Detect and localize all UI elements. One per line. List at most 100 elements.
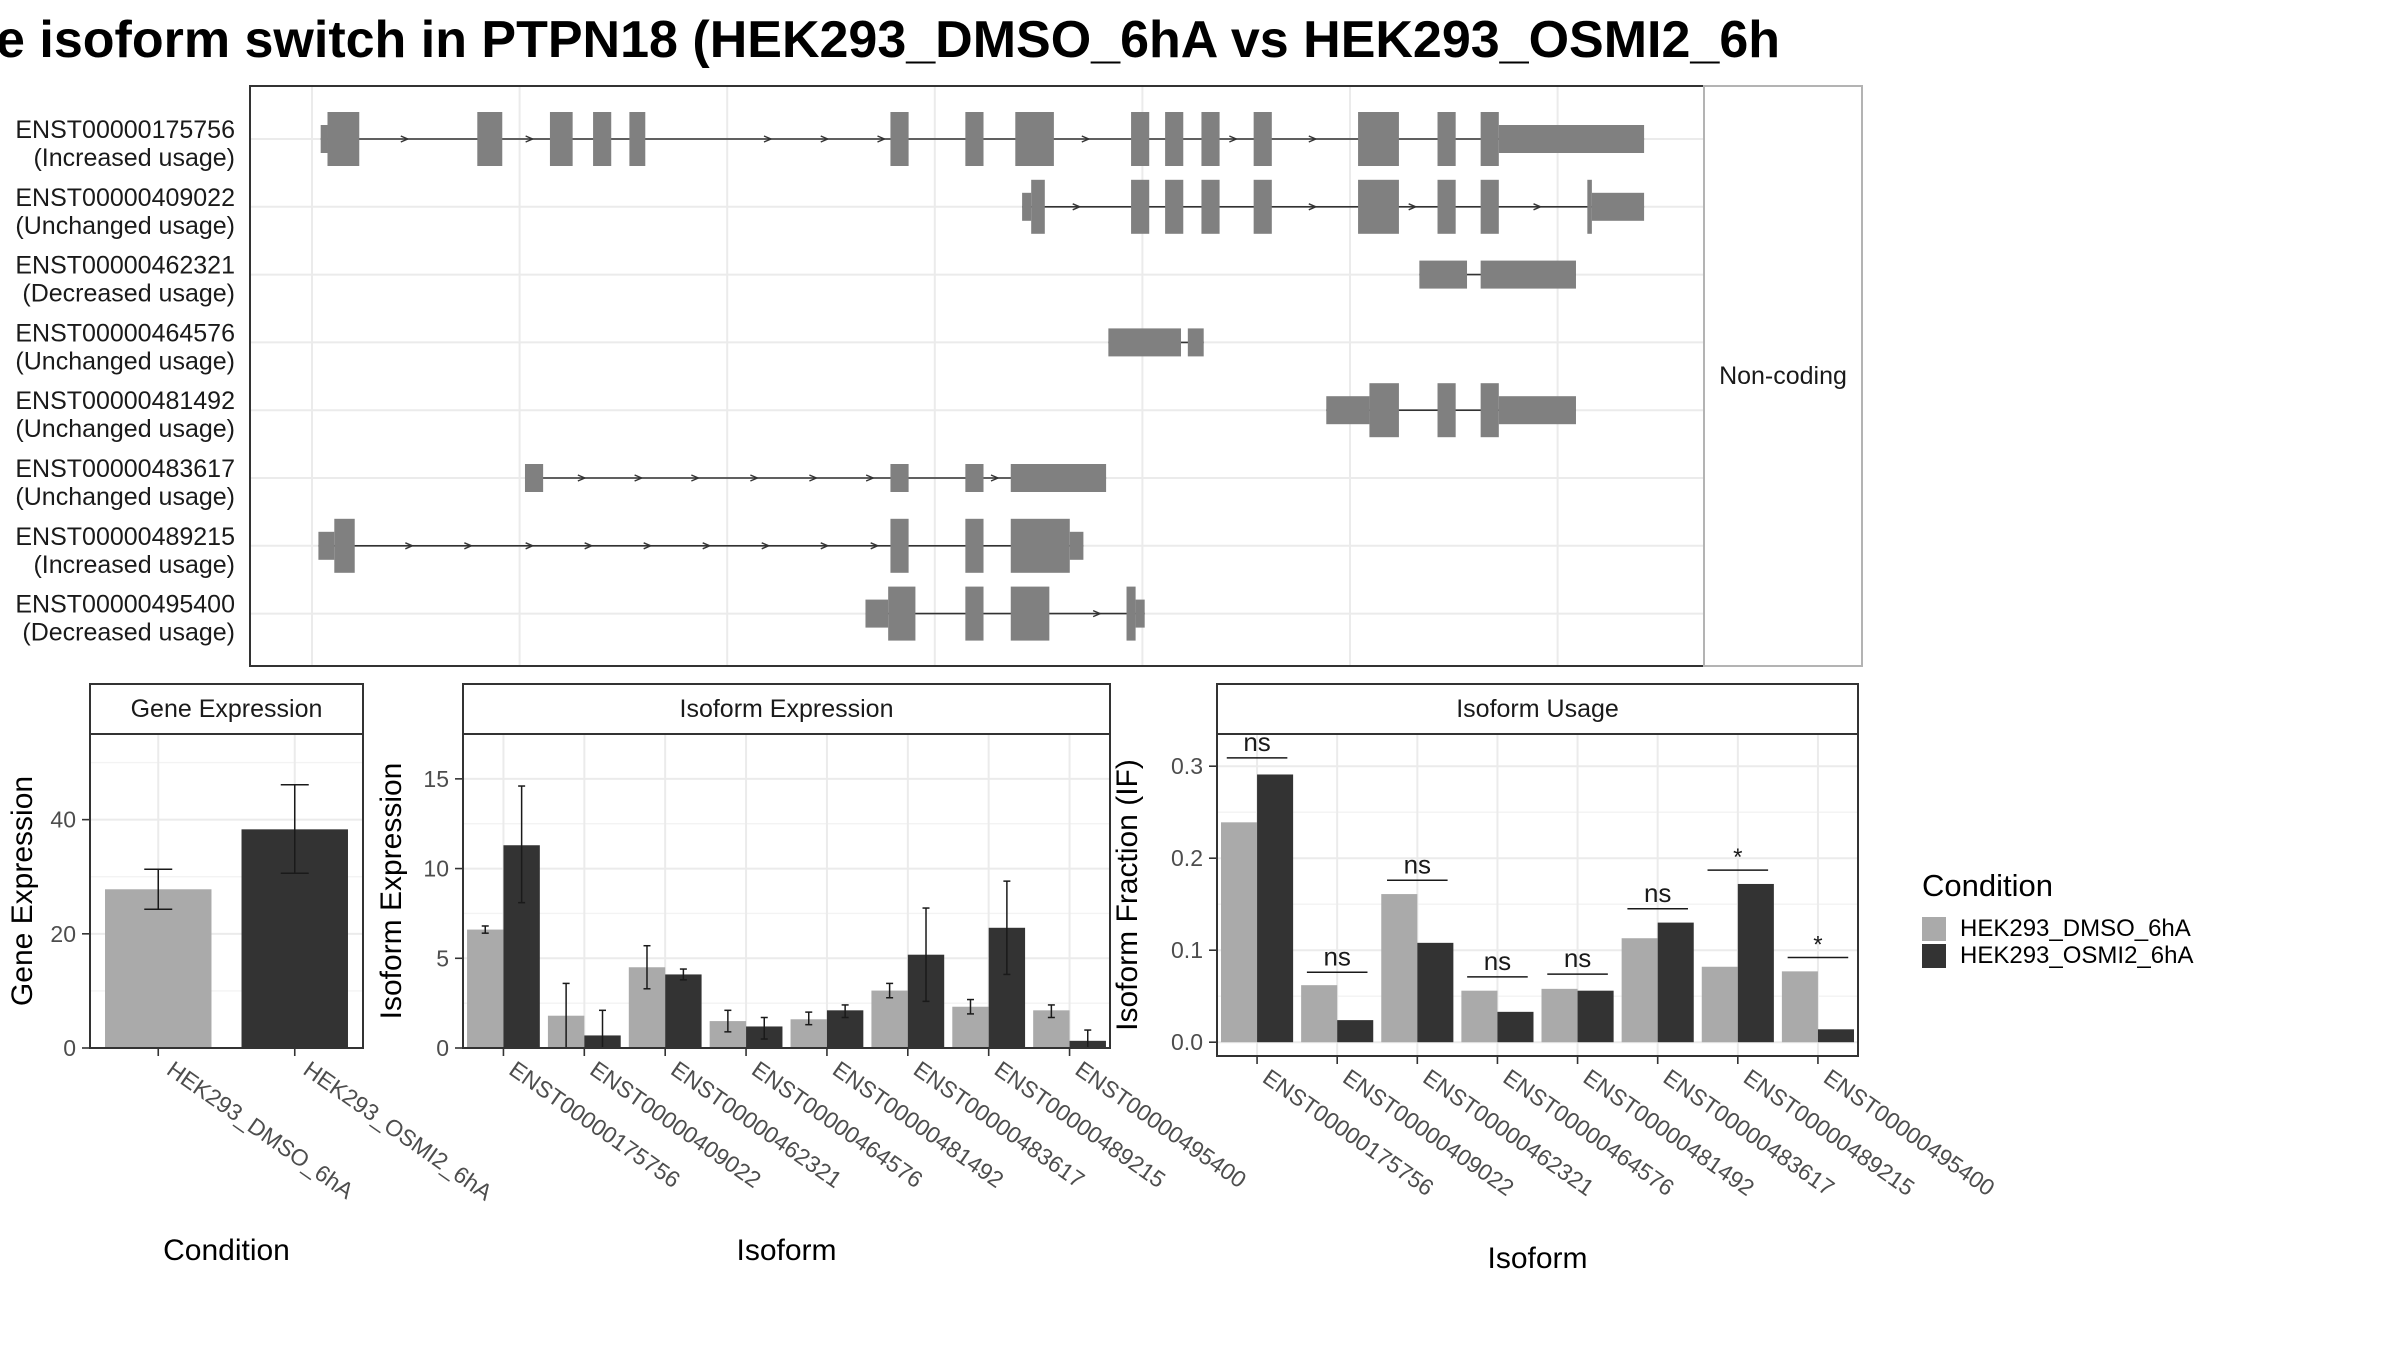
intron-arrow — [634, 474, 644, 482]
coding-exon — [965, 112, 984, 166]
y-tick-label: 0.0 — [1171, 1029, 1203, 1055]
coding-exon — [629, 112, 646, 166]
transcript-id-label: ENST00000495400 — [15, 591, 235, 619]
noncoding-exon — [1069, 531, 1084, 560]
transcript-usage-label: (Decreased usage) — [22, 619, 235, 647]
noncoding-exon — [1135, 599, 1145, 628]
y-tick-label: 10 — [423, 856, 449, 882]
noncoding-exon — [1010, 464, 1107, 492]
noncoding-exon — [1419, 260, 1468, 289]
noncoding-exon — [965, 464, 984, 492]
noncoding-exon — [865, 599, 889, 628]
noncoding-exon — [1480, 260, 1576, 289]
intron-arrow — [691, 474, 701, 482]
y-tick-label: 0.2 — [1171, 845, 1203, 871]
bar-ENST00000483617-HEK293_DMSO_6hA — [871, 990, 908, 1048]
intron-arrow — [877, 135, 887, 143]
bar-HEK293_DMSO_6hA-HEK293_DMSO_6hA — [105, 889, 212, 1048]
transcript-row-ENST00000481492: ENST00000481492(Unchanged usage) — [15, 383, 1576, 443]
noncoding-exon — [318, 531, 335, 560]
legend-swatch-HEK293_DMSO_6hA — [1922, 917, 1946, 941]
coding-exon — [1165, 112, 1184, 166]
panel-title: Isoform Expression — [680, 695, 894, 723]
bar-ENST00000489215-HEK293_OSMI2_6hA — [1737, 883, 1774, 1043]
intron-arrow — [1533, 203, 1543, 211]
coding-exon — [1126, 586, 1136, 641]
figure-title: e isoform switch in PTPN18 (HEK293_DMSO_… — [0, 11, 1780, 69]
legend-title: Condition — [1922, 868, 2053, 903]
intron-arrow — [1081, 135, 1091, 143]
facet-label-noncoding: Non-coding — [1719, 362, 1847, 390]
intron-arrow — [820, 542, 830, 550]
significance-label: ns — [1243, 727, 1270, 757]
coding-exon — [1201, 112, 1220, 166]
transcript-usage-label: (Unchanged usage) — [15, 212, 235, 240]
bar-ENST00000481492-HEK293_DMSO_6hA — [1541, 988, 1578, 1043]
gene-structure-panel: Non-coding ENST00000175756 (Increased usag… — [15, 85, 1863, 667]
transcript-id-label: ENST00000489215 — [15, 523, 235, 551]
intron-arrow — [870, 542, 880, 550]
transcript-usage-label: (Unchanged usage) — [15, 483, 235, 511]
coding-exon — [1587, 179, 1592, 234]
intron-arrow — [702, 542, 712, 550]
coding-exon — [593, 112, 612, 166]
bar-ENST00000483617-HEK293_OSMI2_6hA — [1657, 922, 1694, 1043]
intron-arrow — [525, 542, 535, 550]
coding-exon — [1201, 179, 1220, 234]
coding-exon — [1358, 112, 1399, 166]
coding-exon — [1437, 383, 1456, 438]
significance-label: ns — [1484, 946, 1511, 976]
coding-exon — [965, 586, 984, 641]
coding-exon — [1015, 112, 1054, 166]
y-tick-label: 0.1 — [1171, 937, 1203, 963]
bar-ENST00000462321-HEK293_OSMI2_6hA — [665, 974, 702, 1048]
intron-arrow — [1229, 135, 1239, 143]
intron-arrow — [1308, 135, 1318, 143]
intron-arrow — [1092, 609, 1102, 618]
coding-exon — [890, 112, 909, 166]
transcript-usage-label: (Unchanged usage) — [15, 415, 235, 443]
transcript-row-ENST00000409022: ENST00000409022(Unchanged usage) — [15, 179, 1645, 240]
noncoding-exon — [1022, 192, 1032, 221]
coding-exon — [1010, 518, 1070, 573]
transcript-id-label: ENST00000481492 — [15, 387, 235, 415]
intron-arrow — [865, 474, 875, 482]
y-tick-label: 15 — [423, 766, 449, 792]
y-tick-label: 0 — [63, 1035, 76, 1061]
x-axis-title: Condition — [163, 1234, 290, 1267]
coding-exon — [334, 518, 355, 573]
plot-border — [1216, 733, 1859, 1057]
transcript-row-ENST00000495400: ENST00000495400(Decreased usage) — [15, 586, 1145, 647]
transcript-usage-label: (Increased usage) — [33, 551, 235, 579]
y-tick-label: 5 — [436, 945, 449, 971]
intron-arrow — [1408, 203, 1418, 211]
noncoding-exon — [1326, 396, 1370, 425]
coding-exon — [1253, 179, 1272, 234]
intron-arrow — [820, 135, 830, 143]
bar-ENST00000489215-HEK293_DMSO_6hA — [1701, 966, 1738, 1043]
structure-panel-bg — [250, 86, 1704, 666]
structure-facet-strip — [1703, 85, 1863, 667]
noncoding-exon — [890, 464, 909, 492]
y-tick-label: 0 — [436, 1035, 449, 1061]
coding-exon — [965, 518, 984, 573]
intron-arrow — [643, 542, 653, 550]
bar-ENST00000462321-HEK293_DMSO_6hA — [1381, 894, 1418, 1043]
x-axis-title: Isoform — [1487, 1242, 1587, 1275]
coding-exon — [1131, 179, 1150, 234]
y-axis-title: Isoform Fraction (IF) — [1111, 759, 1144, 1031]
coding-exon — [1480, 383, 1499, 438]
bar-ENST00000175756-HEK293_DMSO_6hA — [467, 929, 504, 1048]
intron-arrow — [577, 474, 587, 482]
noncoding-exon — [320, 125, 328, 153]
bar-ENST00000495400-HEK293_OSMI2_6hA — [1817, 1029, 1854, 1043]
transcript-id-label: ENST00000483617 — [15, 455, 235, 483]
y-tick-label: 20 — [50, 921, 76, 947]
noncoding-exon — [1498, 125, 1645, 153]
coding-exon — [1480, 179, 1499, 234]
noncoding-exon — [1108, 328, 1182, 357]
coding-exon — [477, 112, 503, 166]
transcript-id-label: ENST00000175756 — [15, 116, 235, 144]
